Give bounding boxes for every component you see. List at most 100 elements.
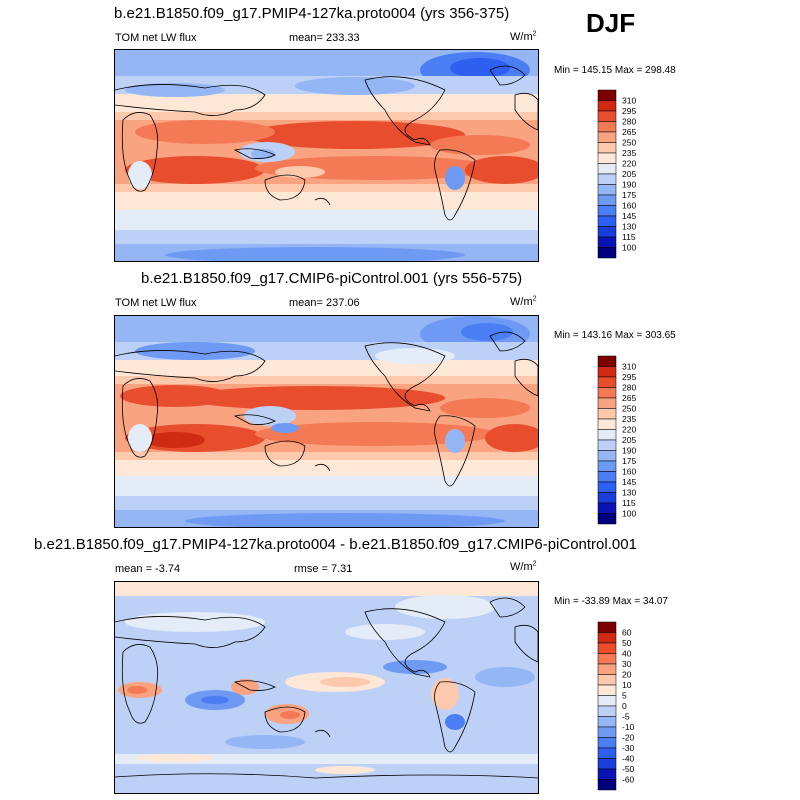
- colorbar-tick-label: 160: [622, 467, 636, 477]
- panel-1-field: [115, 50, 538, 261]
- colorbar-tick-label: -20: [622, 733, 635, 743]
- colorbar-swatch: [597, 194, 617, 206]
- colorbar-tick-label: 280: [622, 383, 636, 393]
- colorbar-swatch: [597, 355, 617, 367]
- panel-3-minmax: Min = -33.89 Max = 34.07: [554, 596, 668, 607]
- colorbar-tick-label: 220: [622, 425, 636, 435]
- season-label: DJF: [586, 8, 636, 38]
- colorbar-tick-label: 235: [622, 148, 636, 158]
- panel-1-title: b.e21.B1850.f09_g17.PMIP4-127ka.proto004…: [114, 5, 510, 22]
- panel-3-units: W/m2: [510, 560, 537, 573]
- colorbar-swatch: [597, 408, 617, 420]
- colorbar-tick-label: 20: [622, 670, 632, 680]
- colorbar-swatch: [597, 450, 617, 462]
- colorbar-tick-label: 310: [622, 362, 636, 372]
- colorbar-swatch: [597, 89, 617, 101]
- colorbar-tick-label: 175: [622, 190, 636, 200]
- colorbar-swatch: [597, 163, 617, 175]
- colorbar-swatch: [597, 184, 617, 196]
- colorbar-swatch: [597, 110, 617, 122]
- colorbar-tick-label: 130: [622, 222, 636, 232]
- panel-2-field: [115, 316, 538, 527]
- colorbar-tick-label: -40: [622, 754, 635, 764]
- colorbar-swatch: [597, 768, 617, 780]
- colorbar-swatch: [597, 674, 617, 686]
- panel-2-map: [114, 315, 539, 528]
- colorbar-tick-label: 190: [622, 180, 636, 190]
- colorbar-tick-label: 160: [622, 201, 636, 211]
- colorbar-tick-label: 205: [622, 435, 636, 445]
- panel-3-field: [115, 582, 538, 793]
- colorbar-swatch: [597, 121, 617, 133]
- panel-2-mean-label: mean= 237.06: [289, 297, 360, 309]
- panel-2-units: W/m2: [510, 295, 537, 308]
- colorbar-tick-label: 50: [622, 638, 632, 648]
- colorbar-swatch: [597, 737, 617, 749]
- colorbar-tick-label: 220: [622, 159, 636, 169]
- panel-3-rmse-label: rmse = 7.31: [294, 563, 353, 575]
- colorbar-tick-label: 250: [622, 404, 636, 414]
- colorbar-tick-label: 265: [622, 393, 636, 403]
- colorbar-tick-label: 100: [622, 243, 636, 253]
- colorbar-tick-label: 0: [622, 701, 627, 711]
- colorbar-swatch: [597, 100, 617, 112]
- colorbar-tick-label: -5: [622, 712, 630, 722]
- panel-3-colorbar: 60 50 40 30 20 10 5 0 -5 -10 -20 -30 -40 -50 -60: [597, 621, 658, 792]
- colorbar-tick-label: 145: [622, 477, 636, 487]
- colorbar-tick-label: 190: [622, 446, 636, 456]
- panel-1-minmax: Min = 145.15 Max = 298.48: [554, 65, 676, 76]
- colorbar-swatch: [597, 663, 617, 675]
- panel-2-colorbar: 310 295 280 265 250 235 220 205 190 175 160 145 130 1…: [597, 355, 658, 526]
- panel-1-colorbar-svg: 3102952802652502352202051901751601451301…: [597, 89, 636, 259]
- colorbar-swatch: [597, 502, 617, 514]
- colorbar-tick-label: 310: [622, 96, 636, 106]
- colorbar-swatch: [597, 247, 617, 259]
- colorbar-swatch: [597, 492, 617, 504]
- panel-3-title: b.e21.B1850.f09_g17.PMIP4-127ka.proto004…: [34, 536, 637, 553]
- colorbar-tick-label: -10: [622, 722, 635, 732]
- colorbar-swatch: [597, 747, 617, 759]
- colorbar-swatch: [597, 471, 617, 483]
- colorbar-swatch: [597, 215, 617, 227]
- colorbar-swatch: [597, 439, 617, 451]
- panel-3-mean-label: mean = -3.74: [115, 563, 181, 575]
- colorbar-tick-label: 115: [622, 232, 636, 242]
- colorbar-swatch: [597, 152, 617, 164]
- panel-2-minmax: Min = 143.16 Max = 303.65: [554, 330, 676, 341]
- colorbar-tick-label: 145: [622, 211, 636, 221]
- colorbar-swatch: [597, 366, 617, 378]
- colorbar-tick-label: 175: [622, 456, 636, 466]
- colorbar-tick-label: 30: [622, 659, 632, 669]
- panel-2-title: b.e21.B1850.f09_g17.CMIP6-piControl.001 …: [141, 270, 523, 287]
- colorbar-swatch: [597, 418, 617, 430]
- panel-1-colorbar: 310 295 280 265 250 235 220 205 190 175 160 145 130 1…: [597, 89, 658, 260]
- colorbar-swatch: [597, 376, 617, 388]
- panel-2-variable-label: TOM net LW flux: [115, 297, 197, 309]
- colorbar-tick-label: 5: [622, 691, 627, 701]
- colorbar-swatch: [597, 716, 617, 728]
- colorbar-swatch: [597, 642, 617, 654]
- colorbar-swatch: [597, 236, 617, 248]
- colorbar-tick-label: 265: [622, 127, 636, 137]
- colorbar-tick-label: -60: [622, 775, 635, 785]
- colorbar-tick-label: 205: [622, 169, 636, 179]
- panel-2-colorbar-svg: 3102952802652502352202051901751601451301…: [597, 355, 636, 525]
- colorbar-swatch: [597, 387, 617, 399]
- colorbar-swatch: [597, 695, 617, 707]
- colorbar-swatch: [597, 684, 617, 696]
- colorbar-swatch: [597, 429, 617, 441]
- colorbar-swatch: [597, 226, 617, 238]
- colorbar-swatch: [597, 621, 617, 633]
- colorbar-swatch: [597, 142, 617, 154]
- panel-1-mean-label: mean= 233.33: [289, 32, 360, 44]
- colorbar-swatch: [597, 173, 617, 185]
- colorbar-tick-label: -30: [622, 743, 635, 753]
- colorbar-tick-label: 115: [622, 498, 636, 508]
- colorbar-swatch: [597, 131, 617, 143]
- colorbar-tick-label: 235: [622, 414, 636, 424]
- colorbar-tick-label: -50: [622, 764, 635, 774]
- panel-1-units: W/m2: [510, 30, 537, 43]
- panel-1-variable-label: TOM net LW flux: [115, 32, 197, 44]
- colorbar-swatch: [597, 205, 617, 217]
